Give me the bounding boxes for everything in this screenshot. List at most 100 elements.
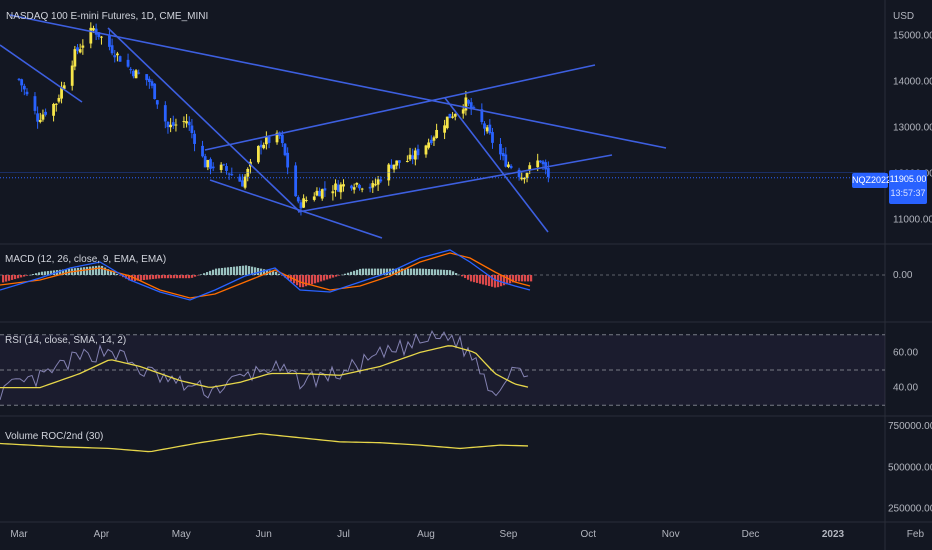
- candle-body: [334, 183, 337, 190]
- macd-histogram-bar: [452, 271, 455, 275]
- candle-body: [432, 137, 436, 141]
- macd-histogram-bar: [26, 275, 29, 276]
- candle-body: [538, 160, 542, 163]
- candle-body: [44, 111, 47, 115]
- candle-body: [41, 114, 45, 120]
- trendline: [9, 14, 667, 149]
- candle-body: [541, 161, 545, 165]
- candle-body: [350, 185, 353, 189]
- candle-body: [100, 36, 103, 38]
- time-axis-tick: Apr: [94, 529, 110, 540]
- candle-body: [395, 160, 399, 166]
- candle-body: [259, 144, 263, 148]
- macd-histogram-bar: [224, 267, 227, 275]
- macd-histogram-bar: [176, 275, 179, 279]
- macd-histogram-bar: [158, 275, 161, 279]
- macd-histogram-bar: [347, 272, 350, 275]
- candle-body: [153, 83, 157, 100]
- macd-histogram-bar: [137, 275, 140, 281]
- last-price: 11905.00: [889, 174, 927, 184]
- macd-histogram-bar: [425, 268, 428, 275]
- macd-histogram-bar: [242, 265, 245, 275]
- macd-histogram-bar: [140, 275, 143, 281]
- candle-body: [467, 100, 470, 104]
- candle-body: [262, 144, 266, 149]
- candle-body: [296, 197, 300, 202]
- macd-histogram-bar: [206, 272, 209, 275]
- macd-histogram-bar: [419, 268, 422, 275]
- macd-title[interactable]: MACD (12, 26, close, 9, EMA, EMA): [5, 254, 167, 265]
- candle-body: [483, 123, 486, 129]
- candle-body: [97, 32, 101, 38]
- candle-body: [22, 85, 26, 90]
- macd-histogram-bar: [428, 269, 431, 275]
- candle-body: [360, 188, 364, 190]
- macd-histogram-bar: [308, 275, 311, 286]
- candle-body: [110, 45, 114, 54]
- volume-roc-line: [0, 432, 529, 453]
- macd-histogram-bar: [299, 275, 302, 288]
- macd-histogram-bar: [521, 275, 524, 282]
- candle-body: [209, 159, 212, 169]
- macd-histogram-bar: [173, 275, 176, 279]
- macd-histogram-bar: [413, 268, 416, 275]
- macd-histogram-bar: [44, 271, 47, 275]
- candle-body: [129, 69, 133, 71]
- candle-body: [70, 65, 74, 86]
- volume-roc-title[interactable]: Volume ROC/2nd (30): [5, 431, 104, 442]
- candle-body: [92, 28, 95, 31]
- macd-histogram-bar: [506, 275, 509, 285]
- macd-histogram-bar: [266, 269, 269, 275]
- macd-histogram-bar: [449, 270, 452, 275]
- macd-histogram-bar: [473, 275, 476, 283]
- macd-histogram-bar: [272, 271, 275, 275]
- macd-histogram-bar: [386, 268, 389, 275]
- last-price-badge: 11905.00 13:57:37: [889, 170, 927, 204]
- candle-body: [81, 45, 85, 48]
- candle-body: [445, 116, 449, 129]
- macd-histogram-bar: [125, 275, 128, 279]
- candle-body: [219, 164, 223, 170]
- macd-histogram-bar: [155, 275, 158, 279]
- candle-body: [429, 139, 433, 144]
- macd-histogram-bar: [341, 274, 344, 276]
- macd-histogram-bar: [116, 273, 119, 275]
- macd-histogram-bar: [362, 268, 365, 275]
- candle-body: [201, 145, 204, 157]
- candle-body: [517, 169, 521, 178]
- candle-body: [116, 53, 119, 56]
- macd-histogram-bar: [443, 269, 446, 275]
- macd-histogram-bar: [62, 269, 65, 275]
- macd-histogram-bar: [371, 268, 374, 275]
- trendline: [107, 27, 301, 213]
- macd-histogram-bar: [80, 267, 83, 275]
- candle-body: [339, 184, 343, 193]
- macd-histogram-bar: [11, 275, 14, 280]
- trendline: [0, 44, 83, 103]
- candle-body: [523, 177, 526, 180]
- macd-histogram-bar: [107, 269, 110, 275]
- macd-histogram-bar: [101, 265, 104, 275]
- macd-histogram-bar: [440, 269, 443, 275]
- candle-body: [230, 174, 234, 176]
- macd-histogram-bar: [464, 275, 467, 279]
- rsi-title[interactable]: RSI (14, close, SMA, 14, 2): [5, 335, 127, 346]
- candle-body: [443, 125, 446, 133]
- macd-histogram-bar: [20, 275, 23, 278]
- candle-body: [392, 164, 396, 170]
- candle-body: [413, 150, 417, 160]
- macd-histogram-bar: [191, 275, 194, 278]
- macd-histogram-bar: [203, 273, 206, 275]
- macd-histogram-bar: [86, 266, 89, 275]
- candle-body: [390, 164, 393, 169]
- time-axis-tick: Feb: [907, 529, 925, 540]
- candle-body: [485, 127, 489, 132]
- macd-histogram-bar: [368, 268, 371, 275]
- time-axis-tick: Sep: [500, 529, 518, 540]
- macd-histogram-bar: [47, 271, 50, 275]
- macd-histogram-bar: [332, 275, 335, 278]
- candle-body: [169, 124, 173, 128]
- candle-body: [304, 200, 308, 202]
- candle-body: [315, 190, 319, 196]
